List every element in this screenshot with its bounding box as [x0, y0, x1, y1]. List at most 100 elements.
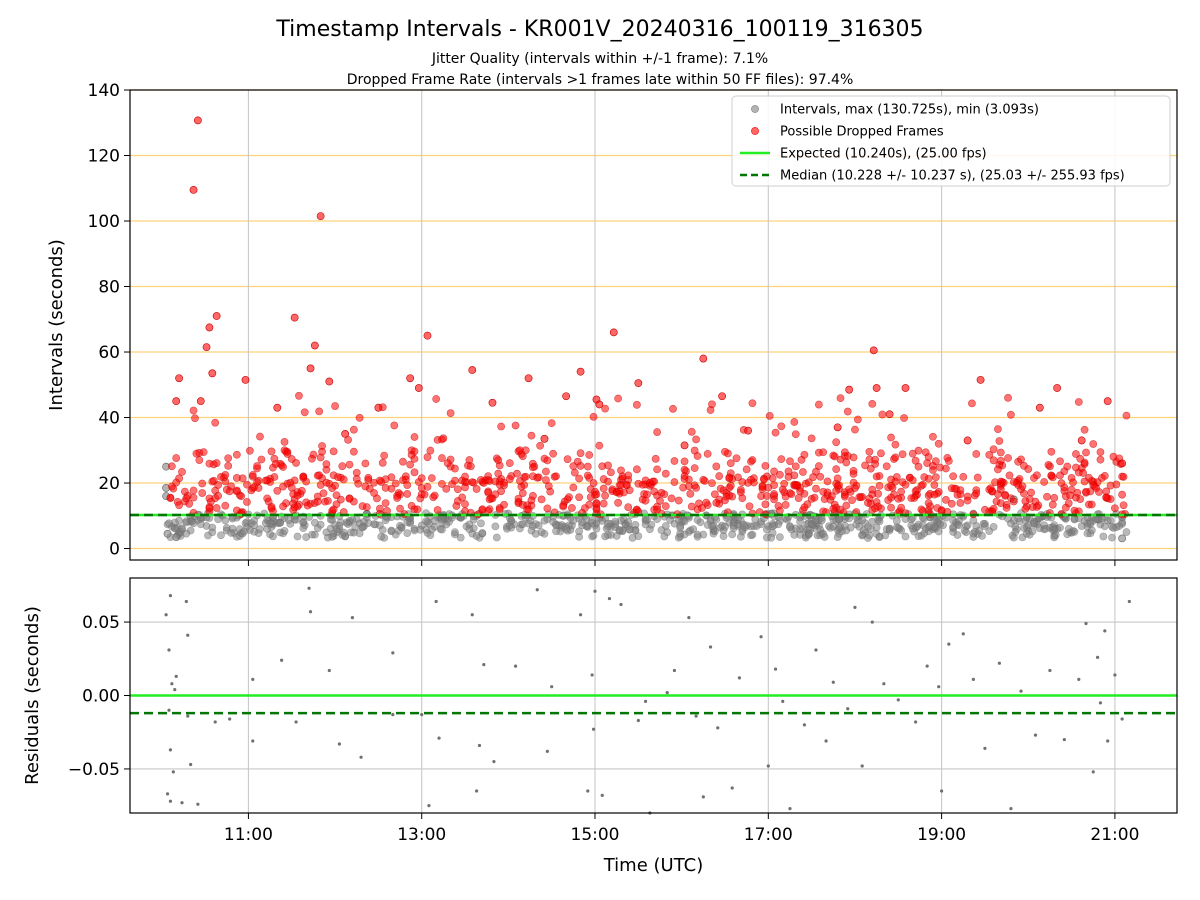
interval-point: [375, 521, 384, 530]
dropped-frame-point: [390, 421, 399, 430]
dropped-frame-point: [232, 474, 241, 482]
dropped-frame-point: [874, 489, 882, 498]
dropped-frame-point: [774, 502, 783, 510]
residual-point: [947, 642, 951, 646]
dropped-frame-point: [963, 436, 972, 445]
dropped-frame-point: [1035, 403, 1044, 412]
dropped-frame-point: [1098, 474, 1106, 482]
residual-point: [492, 759, 496, 764]
residual-point: [643, 699, 648, 703]
dropped-frame-point: [430, 491, 439, 500]
dropped-frame-point: [937, 506, 946, 515]
dropped-frame-point: [833, 423, 842, 432]
dropped-frame-point: [712, 498, 721, 507]
dropped-frame-point: [374, 403, 383, 412]
interval-point: [768, 522, 777, 531]
legend: Intervals, max (130.725s), min (3.093s) P…: [731, 95, 1171, 187]
dropped-frame-point: [1119, 501, 1128, 510]
dropped-frame-point: [845, 385, 854, 394]
dropped-frame-point: [810, 493, 819, 502]
dropped-frame-point: [632, 465, 641, 474]
x-tick-label: 13:00: [397, 825, 446, 845]
residual-point: [427, 804, 431, 808]
dropped-frame-point: [1060, 483, 1069, 492]
residual-point: [853, 605, 857, 609]
dropped-frame-point: [212, 312, 221, 320]
dropped-frame-point: [322, 478, 331, 487]
dropped-frame-point: [273, 486, 282, 495]
dropped-frame-point: [995, 437, 1004, 445]
dropped-frame-point: [1082, 487, 1090, 496]
dropped-frame-point: [1072, 450, 1080, 458]
residual-point: [170, 682, 174, 686]
dropped-frame-point: [295, 391, 303, 400]
dropped-frame-point: [748, 399, 757, 408]
interval-point: [786, 523, 794, 532]
interval-point: [1122, 528, 1131, 536]
residual-point: [550, 685, 554, 689]
dropped-frame-point: [908, 476, 917, 485]
dropped-frame-point: [1122, 411, 1131, 420]
dropped-frame-point: [996, 485, 1005, 494]
dropped-frame-point: [836, 394, 845, 402]
interval-point: [604, 531, 612, 539]
dropped-frame-point: [765, 412, 774, 420]
dropped-frame-point: [465, 456, 474, 464]
dropped-frame-point: [849, 478, 858, 487]
dropped-frame-point: [316, 453, 325, 462]
dropped-frame-point: [175, 374, 184, 383]
interval-point: [456, 533, 465, 542]
dropped-frame-point: [1007, 410, 1015, 419]
dropped-frame-point: [1021, 504, 1030, 513]
dropped-frame-point: [1048, 500, 1057, 509]
interval-point: [708, 522, 716, 530]
dropped-frame-point: [693, 452, 702, 460]
interval-point: [332, 525, 341, 533]
dropped-frame-point: [732, 454, 741, 463]
dropped-frame-point: [687, 502, 696, 511]
dropped-frame-point: [568, 504, 576, 512]
dropped-frame-point: [513, 469, 521, 478]
interval-point: [749, 522, 758, 531]
interval-point: [221, 516, 230, 525]
dropped-frame-point: [205, 323, 214, 332]
residual-point: [590, 673, 594, 677]
interval-point: [217, 531, 225, 540]
dropped-frame-point: [770, 490, 778, 498]
residual-point: [860, 764, 864, 768]
dropped-frame-point: [843, 407, 852, 416]
dropped-frame-point: [391, 479, 400, 488]
dropped-frame-point: [686, 489, 695, 498]
dropped-frame-point: [452, 502, 461, 510]
residual-point: [173, 688, 177, 692]
dropped-frame-point: [518, 500, 527, 509]
dropped-frame-point: [399, 457, 407, 466]
dropped-frame-point: [882, 462, 891, 471]
dropped-frame-point: [1066, 491, 1075, 500]
interval-point: [1030, 519, 1038, 528]
dropped-frame-point: [589, 479, 598, 487]
dropped-frame-point: [885, 410, 894, 419]
residual-point: [391, 651, 395, 655]
dropped-frame-point: [432, 395, 441, 403]
interval-point: [657, 526, 666, 535]
dropped-frame-point: [1119, 472, 1128, 481]
dropped-frame-point: [381, 475, 390, 484]
residual-point: [831, 680, 835, 684]
dropped-frame-point: [497, 422, 506, 431]
dropped-frame-point: [871, 455, 880, 464]
dropped-frame-point: [760, 475, 768, 484]
dropped-frame-point: [427, 474, 436, 483]
residual-point: [593, 589, 597, 593]
interval-point: [625, 525, 634, 534]
dropped-frame-point: [423, 482, 432, 491]
dropped-frame-point: [612, 488, 621, 497]
dropped-frame-point: [947, 499, 956, 508]
interval-point: [796, 525, 804, 534]
dropped-frame-point: [996, 456, 1005, 465]
dropped-frame-point: [708, 479, 716, 487]
dropped-frame-point: [189, 486, 198, 495]
interval-point: [256, 525, 264, 534]
dropped-frame-point: [446, 409, 455, 418]
dropped-frame-point: [273, 403, 282, 412]
